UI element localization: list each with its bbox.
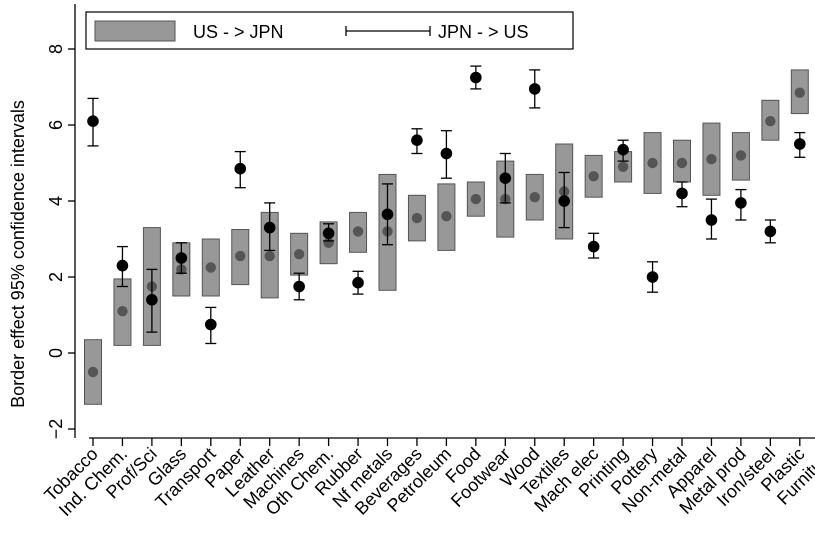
box-point xyxy=(706,154,716,164)
box-point xyxy=(206,262,216,272)
legend-label-jpn-us: JPN - > US xyxy=(438,22,529,42)
box-point xyxy=(441,211,451,221)
errorbar-point xyxy=(352,277,364,289)
box-point xyxy=(235,251,245,261)
errorbar-point xyxy=(735,197,747,209)
box-point xyxy=(353,226,363,236)
errorbar-point xyxy=(146,294,158,306)
box-point xyxy=(765,116,775,126)
y-tick-label: 4 xyxy=(46,196,66,206)
errorbar-point xyxy=(500,172,512,184)
errorbar-point xyxy=(558,195,570,207)
box-point xyxy=(88,367,98,377)
box-point xyxy=(647,158,657,168)
box-point xyxy=(294,249,304,259)
errorbar-point xyxy=(117,260,129,272)
box-point xyxy=(795,88,805,98)
errorbar-point xyxy=(205,319,217,331)
errorbar-point xyxy=(706,214,718,226)
y-tick-label: 8 xyxy=(46,44,66,54)
y-tick-label: 2 xyxy=(46,272,66,282)
box-point xyxy=(117,306,127,316)
box-point xyxy=(736,150,746,160)
errorbar-point xyxy=(87,115,99,127)
box-point xyxy=(618,162,628,172)
legend-label-us-jpn: US - > JPN xyxy=(193,22,284,42)
errorbar-point xyxy=(323,228,335,240)
errorbar-point xyxy=(264,222,276,234)
legend: US - > JPN JPN - > US xyxy=(86,12,573,49)
errorbar-point xyxy=(676,188,688,200)
y-tick-label: 6 xyxy=(46,120,66,130)
box-point xyxy=(471,194,481,204)
errorbar-point xyxy=(234,163,246,175)
box-point xyxy=(677,158,687,168)
errorbar-point xyxy=(529,83,541,95)
y-axis-label: Border effect 95% confidence intervals xyxy=(8,100,28,408)
errorbar-point xyxy=(794,138,806,150)
errorbar-point xyxy=(617,144,629,156)
errorbar-point xyxy=(176,252,188,264)
box-point xyxy=(265,251,275,261)
errorbar-point xyxy=(588,241,600,253)
plot-area xyxy=(85,17,815,405)
errorbar-point xyxy=(765,226,777,238)
errorbar-point xyxy=(441,148,453,160)
box-point xyxy=(412,213,422,223)
errorbar-point xyxy=(470,72,482,84)
legend-box-swatch xyxy=(95,21,175,41)
box-point xyxy=(530,192,540,202)
errorbar-point xyxy=(411,134,423,146)
errorbar-point xyxy=(293,281,305,293)
y-tick-label: −2 xyxy=(46,419,66,440)
y-tick-label: 0 xyxy=(46,348,66,358)
errorbar-point xyxy=(647,271,659,283)
box-point xyxy=(588,171,598,181)
errorbar-point xyxy=(382,209,394,221)
